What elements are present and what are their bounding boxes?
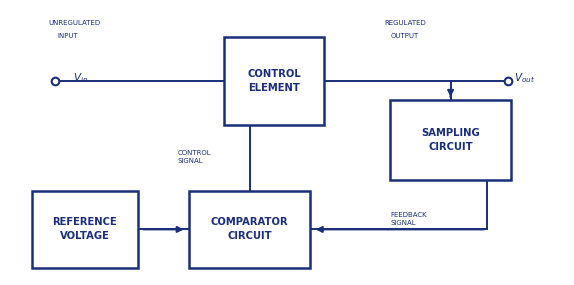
Text: FEEDBACK
SIGNAL: FEEDBACK SIGNAL [390, 212, 427, 227]
Text: CONTROL
ELEMENT: CONTROL ELEMENT [247, 69, 301, 93]
Bar [224, 37, 324, 125]
Text: UNREGULATED: UNREGULATED [49, 20, 101, 26]
Text: REGULATED: REGULATED [385, 20, 426, 26]
Text: $V_{in}$: $V_{in}$ [73, 72, 89, 85]
Text: REFERENCE
VOLTAGE: REFERENCE VOLTAGE [52, 217, 117, 241]
Text: OUTPUT: OUTPUT [390, 32, 418, 39]
Bar [32, 191, 138, 268]
Bar [390, 100, 511, 180]
Text: SAMPLING
CIRCUIT: SAMPLING CIRCUIT [421, 128, 480, 152]
Bar [189, 191, 310, 268]
Text: COMPARATOR
CIRCUIT: COMPARATOR CIRCUIT [211, 217, 289, 241]
Text: INPUT: INPUT [57, 32, 78, 39]
Text: CONTROL
SIGNAL: CONTROL SIGNAL [178, 150, 212, 164]
Text: $V_{out}$: $V_{out}$ [514, 72, 535, 85]
